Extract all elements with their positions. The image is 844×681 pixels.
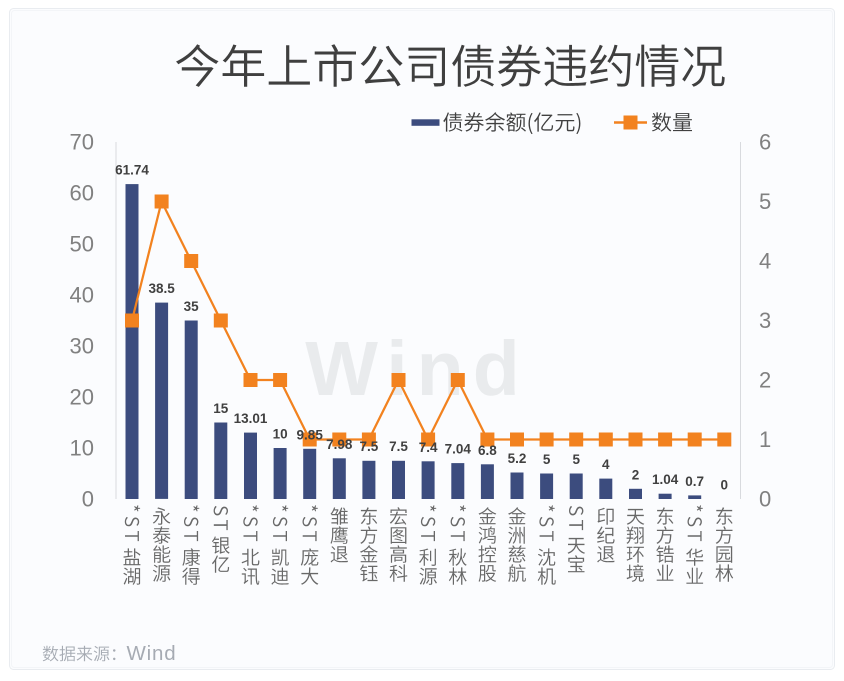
svg-text:7.5: 7.5 xyxy=(389,439,408,454)
svg-text:3: 3 xyxy=(759,308,771,333)
svg-text:Wind: Wind xyxy=(305,326,528,412)
svg-text:Wind: Wind xyxy=(127,642,177,665)
svg-text:15: 15 xyxy=(213,401,229,416)
svg-text:5.2: 5.2 xyxy=(508,451,527,466)
svg-text:13.01: 13.01 xyxy=(234,411,268,426)
svg-text:70: 70 xyxy=(70,130,94,155)
svg-text:6: 6 xyxy=(759,130,771,155)
svg-text:7.04: 7.04 xyxy=(445,442,472,457)
svg-text:0: 0 xyxy=(721,478,729,493)
svg-text:20: 20 xyxy=(70,385,94,410)
svg-text:5: 5 xyxy=(543,452,551,467)
svg-text:5: 5 xyxy=(759,189,771,214)
svg-text:1.04: 1.04 xyxy=(652,472,679,487)
svg-text:35: 35 xyxy=(184,299,200,314)
svg-text:2: 2 xyxy=(632,467,640,482)
svg-text:50: 50 xyxy=(70,232,94,257)
svg-text:2: 2 xyxy=(759,368,771,393)
svg-text:4: 4 xyxy=(602,457,610,472)
svg-text:61.74: 61.74 xyxy=(115,163,149,178)
svg-text:7.5: 7.5 xyxy=(360,439,379,454)
svg-text:0: 0 xyxy=(82,487,94,512)
svg-text:0.7: 0.7 xyxy=(685,474,704,489)
svg-text:1: 1 xyxy=(759,427,771,452)
svg-text:60: 60 xyxy=(70,181,94,206)
svg-text:5: 5 xyxy=(572,452,580,467)
svg-text:7.98: 7.98 xyxy=(326,437,353,452)
svg-text:10: 10 xyxy=(273,427,288,442)
svg-text:30: 30 xyxy=(70,334,94,359)
svg-text:40: 40 xyxy=(70,283,94,308)
svg-text:9.85: 9.85 xyxy=(297,427,324,442)
svg-text:7.4: 7.4 xyxy=(419,440,438,455)
svg-text:0: 0 xyxy=(759,487,771,512)
svg-text:38.5: 38.5 xyxy=(148,281,175,296)
svg-text:6.8: 6.8 xyxy=(478,443,497,458)
svg-text:4: 4 xyxy=(759,249,771,274)
svg-text:10: 10 xyxy=(70,436,94,461)
